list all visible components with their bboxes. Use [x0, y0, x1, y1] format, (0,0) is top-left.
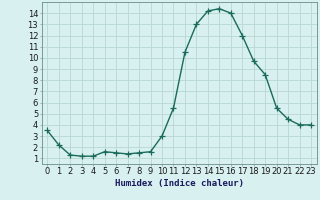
X-axis label: Humidex (Indice chaleur): Humidex (Indice chaleur): [115, 179, 244, 188]
